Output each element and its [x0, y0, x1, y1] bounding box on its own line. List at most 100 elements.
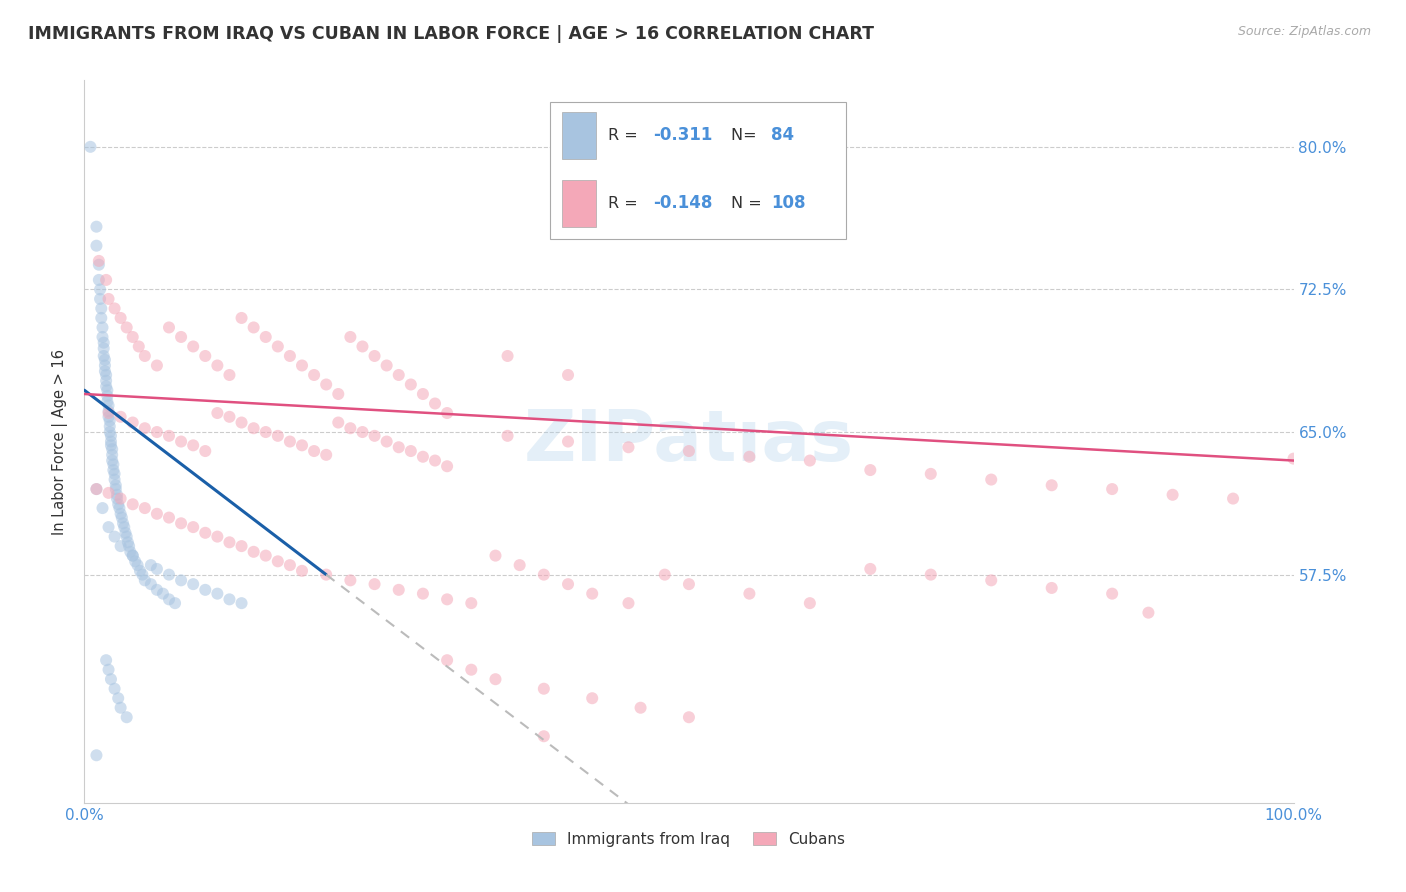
Point [436, 406, 458, 420]
Point [134, 574, 156, 588]
Point [86, 238, 108, 252]
Point [86, 219, 108, 234]
Point [533, 567, 555, 582]
Point [678, 444, 700, 458]
Point [218, 368, 240, 382]
Point [97, 486, 120, 500]
Point [859, 562, 882, 576]
Point [267, 554, 290, 568]
Point [96, 383, 118, 397]
Point [218, 409, 240, 424]
Point [859, 463, 882, 477]
Point [1040, 581, 1063, 595]
Point [103, 458, 125, 472]
Point [170, 516, 193, 531]
Point [87, 258, 110, 272]
Point [89, 292, 111, 306]
Text: -0.148: -0.148 [652, 194, 711, 212]
Point [375, 359, 398, 373]
Text: R =: R = [607, 195, 643, 211]
Point [91, 330, 114, 344]
Point [157, 429, 180, 443]
Point [267, 339, 290, 353]
Point [93, 335, 115, 350]
Point [291, 438, 314, 452]
Point [678, 577, 700, 591]
Point [157, 510, 180, 524]
Point [581, 691, 603, 706]
Point [484, 672, 506, 686]
Text: 84: 84 [770, 126, 794, 145]
Point [110, 507, 132, 521]
Point [352, 425, 374, 439]
Point [90, 301, 112, 316]
Point [496, 429, 519, 443]
Point [352, 339, 374, 353]
Point [315, 448, 337, 462]
Point [630, 700, 652, 714]
Point [139, 558, 162, 573]
Point [134, 349, 156, 363]
Point [231, 596, 253, 610]
Point [412, 450, 434, 464]
Point [96, 389, 118, 403]
Point [104, 530, 127, 544]
Point [242, 421, 264, 435]
Bar [562, 112, 596, 159]
Point [111, 510, 134, 524]
Point [557, 434, 579, 449]
Point [146, 562, 169, 576]
Point [533, 681, 555, 696]
Point [218, 592, 240, 607]
Point [104, 301, 127, 316]
Point [242, 545, 264, 559]
Point [128, 339, 150, 353]
Point [231, 310, 253, 325]
Point [121, 497, 143, 511]
Point [460, 596, 482, 610]
Point [131, 567, 153, 582]
Point [738, 587, 761, 601]
Point [581, 587, 603, 601]
Point [107, 691, 129, 706]
Point [101, 442, 124, 457]
Point [460, 663, 482, 677]
Point [115, 320, 138, 334]
Point [254, 549, 277, 563]
Point [1137, 606, 1160, 620]
Point [121, 549, 143, 563]
Point [1282, 451, 1305, 466]
Point [412, 587, 434, 601]
Point [94, 273, 117, 287]
Point [388, 440, 411, 454]
Point [134, 501, 156, 516]
Point [94, 352, 117, 367]
Point [302, 368, 325, 382]
Point [207, 406, 229, 420]
Point [94, 368, 117, 382]
Point [103, 463, 125, 477]
Point [91, 320, 114, 334]
Point [107, 497, 129, 511]
Point [1101, 482, 1123, 496]
Point [207, 530, 229, 544]
Point [110, 539, 132, 553]
Point [799, 453, 821, 467]
Point [94, 364, 117, 378]
Point [1161, 488, 1184, 502]
Point [94, 379, 117, 393]
Point [436, 653, 458, 667]
Point [90, 310, 112, 325]
Point [315, 567, 337, 582]
Point [181, 438, 204, 452]
Point [194, 582, 217, 597]
Point [94, 374, 117, 388]
Point [617, 596, 640, 610]
Point [181, 339, 204, 353]
Point [100, 434, 122, 449]
Point [980, 574, 1002, 588]
Point [104, 478, 127, 492]
Point [146, 507, 169, 521]
Point [139, 577, 162, 591]
Point [339, 330, 361, 344]
